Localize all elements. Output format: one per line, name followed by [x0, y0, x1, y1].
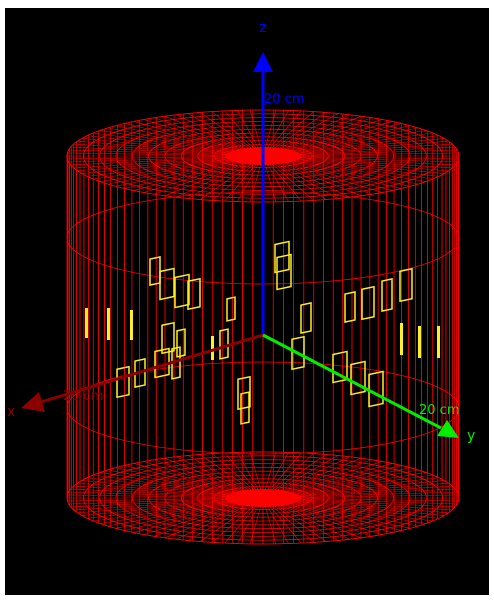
x-axis-line: [40, 333, 264, 404]
x-axis-scale-label: 20 cm: [63, 389, 104, 404]
module-box: [187, 277, 201, 311]
endcap-core: [225, 489, 301, 507]
bottom-endcap-wireframe: [66, 451, 460, 545]
x-axis-arrowhead: [21, 392, 45, 412]
module-box: [332, 350, 348, 384]
module-box: [219, 328, 229, 360]
y-axis-scale-label: 20 cm: [419, 403, 460, 418]
module-box: [226, 296, 236, 322]
module-box: [174, 273, 190, 309]
axes: z 20 cm x 20 cm y 20 cm: [7, 20, 475, 444]
module-box: [276, 253, 292, 291]
y-axis-arrowhead: [437, 420, 459, 438]
y-axis-label: y: [467, 428, 475, 444]
module-box: [149, 256, 161, 286]
module-box: [116, 365, 130, 399]
module-box: [291, 335, 305, 371]
module-box: [240, 391, 250, 425]
z-axis-label: z: [259, 20, 266, 36]
module-box: [381, 278, 393, 312]
module-bar: [437, 326, 440, 358]
module-box: [176, 328, 186, 358]
module-box: [399, 267, 413, 303]
z-axis-scale-label: 20 cm: [264, 92, 305, 107]
module-box: [350, 360, 366, 396]
x-axis-label: x: [7, 404, 15, 420]
module-bar: [211, 336, 214, 360]
detector-scene[interactable]: z 20 cm x 20 cm y 20 cm: [5, 8, 489, 595]
module-box: [361, 285, 375, 321]
y-axis-line: [262, 333, 442, 430]
barrel-wireframe: [66, 109, 460, 545]
module-bar: [130, 310, 133, 340]
module-bar: [400, 323, 403, 355]
3d-viewport[interactable]: z 20 cm x 20 cm y 20 cm: [5, 8, 489, 595]
module-box: [154, 347, 170, 379]
module-box: [368, 370, 384, 408]
module-box: [237, 375, 251, 411]
module-bar: [107, 308, 110, 340]
module-box: [161, 321, 175, 355]
z-axis-arrowhead: [253, 52, 273, 72]
module-bar: [418, 326, 421, 358]
module-box: [159, 267, 175, 301]
module-box: [344, 291, 356, 323]
module-bar: [85, 308, 88, 338]
module-box: [300, 302, 312, 334]
